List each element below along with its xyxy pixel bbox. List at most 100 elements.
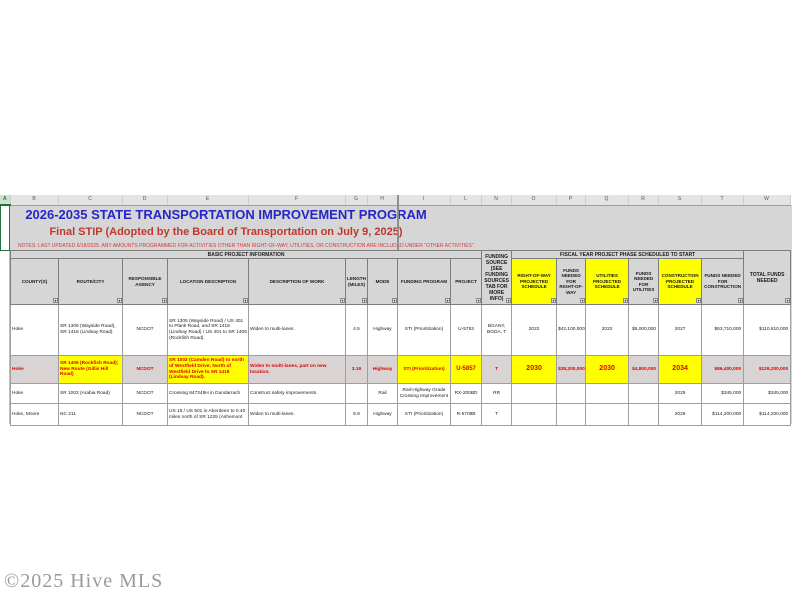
header-funding-source[interactable]: FUNDING SOURCE (SEE FUNDING SOURCES TAB …	[481, 250, 513, 305]
cell-mode[interactable]: Highway	[367, 403, 398, 426]
cell-utilities-schedule[interactable]: 2022	[585, 304, 630, 356]
header-construction-projected-schedule[interactable]: CONSTRUCTION PROJECTED SCHEDULE ▾	[658, 258, 703, 305]
cell-work[interactable]: Widen to multi-lanes.	[248, 403, 346, 426]
cell-utilities-funds[interactable]	[628, 403, 660, 426]
cell-funding-program[interactable]: Rail-Highway Grade Crossing Improvement	[397, 383, 451, 404]
header-row-projected-schedule[interactable]: RIGHT-OF-WAY PROJECTED SCHEDULE ▾	[511, 258, 558, 305]
column-letter-A[interactable]: A	[0, 195, 11, 206]
cell-location[interactable]: SR 1003 (Camden Road) to north of Westfi…	[167, 355, 249, 384]
column-letter-P[interactable]: P	[556, 195, 586, 206]
cell-utilities-schedule[interactable]	[585, 383, 630, 404]
header-length-miles[interactable]: LENGTH (MILES) ▾	[345, 258, 368, 305]
cell-mode[interactable]: Highway	[367, 304, 398, 356]
cell-location[interactable]: US 15 / US 501 in Aberdeen to 0.40 miles…	[167, 403, 249, 426]
column-letter-Q[interactable]: Q	[585, 195, 629, 206]
filter-dropdown-icon[interactable]: ▾	[243, 298, 248, 303]
cell-total-funds[interactable]: $110,810,000	[743, 304, 792, 356]
cell-route[interactable]: NC 211	[58, 403, 123, 426]
column-letter-O[interactable]: O	[511, 195, 557, 206]
cell-total-funds[interactable]: $129,200,000	[743, 355, 792, 384]
header-funding-program[interactable]: FUNDING PROGRAM ▾	[397, 258, 451, 305]
filter-dropdown-icon[interactable]: ▾	[362, 298, 367, 303]
header-route-city[interactable]: ROUTE/CITY ▾	[58, 258, 123, 305]
cell-utilities-schedule[interactable]	[585, 403, 630, 426]
column-letter-I[interactable]: I	[397, 195, 451, 206]
cell-county[interactable]: Hoke, Moore	[10, 403, 59, 426]
column-letter-G[interactable]: G	[345, 195, 368, 206]
column-letter-B[interactable]: B	[10, 195, 59, 206]
cell-county[interactable]: Hoke	[10, 383, 59, 404]
column-letter-L[interactable]: L	[450, 195, 482, 206]
filter-dropdown-icon[interactable]: ▾	[653, 298, 658, 303]
cell-row-funds[interactable]: $42,100,000	[556, 304, 587, 356]
filter-dropdown-icon[interactable]: ▾	[445, 298, 450, 303]
cell-length[interactable]: 4.5	[345, 304, 368, 356]
filter-dropdown-icon[interactable]: ▾	[551, 298, 556, 303]
header-funds-needed-construction[interactable]: FUNDS NEEDED FOR CONSTRUCTION ▾	[701, 258, 745, 305]
cell-county[interactable]: Hoke	[10, 355, 59, 384]
filter-dropdown-icon[interactable]: ▾	[162, 298, 167, 303]
column-letter-D[interactable]: D	[122, 195, 168, 206]
cell-agency[interactable]: NCDOT	[122, 383, 168, 404]
column-letter-W[interactable]: W	[743, 195, 791, 206]
cell-funding-program[interactable]: STI (Prioritization)	[397, 403, 451, 426]
cell-funding-program[interactable]: STI (Prioritization)	[397, 304, 451, 356]
cell-length[interactable]: 3.19	[345, 355, 368, 384]
column-letter-H[interactable]: H	[367, 195, 398, 206]
cell-construction-schedule[interactable]: 2029	[658, 403, 703, 426]
header-project[interactable]: PROJECT ▾	[449, 258, 483, 305]
filter-dropdown-icon[interactable]: ▾	[580, 298, 585, 303]
cell-length[interactable]: 5.9	[345, 403, 368, 426]
column-letter-S[interactable]: S	[658, 195, 702, 206]
cell-row-funds[interactable]: $38,200,000	[556, 355, 587, 384]
cell-row-funds[interactable]	[556, 403, 587, 426]
column-letter-T[interactable]: T	[701, 195, 744, 206]
filter-dropdown-icon[interactable]: ▾	[506, 298, 511, 303]
cell-utilities-funds[interactable]: $5,000,000	[628, 304, 660, 356]
cell-agency[interactable]: NCDOT	[122, 355, 168, 384]
cell-construction-funds[interactable]: $63,710,000	[701, 304, 745, 356]
cell-mode[interactable]: Rail	[367, 383, 398, 404]
cell-funding-source[interactable]: T	[481, 403, 513, 426]
cell-construction-schedule[interactable]: 2027	[658, 304, 703, 356]
cell-construction-funds[interactable]: $86,400,000	[701, 355, 745, 384]
cell-utilities-funds[interactable]	[628, 383, 660, 404]
cell-row-funds[interactable]	[556, 383, 587, 404]
column-letter-R[interactable]: R	[628, 195, 659, 206]
cell-project[interactable]: RX-200BD	[449, 383, 483, 404]
cell-route[interactable]: SR 1003 (Arabia Road)	[58, 383, 123, 404]
cell-agency[interactable]: NCDOT	[122, 304, 168, 356]
cell-funding-source[interactable]: RR	[481, 383, 513, 404]
column-letter-E[interactable]: E	[167, 195, 249, 206]
filter-dropdown-icon[interactable]: ▾	[623, 298, 628, 303]
cell-funding-program[interactable]: STI (Prioritization)	[397, 355, 451, 384]
filter-dropdown-icon[interactable]: ▾	[785, 298, 790, 303]
cell-total-funds[interactable]: $114,200,000	[743, 403, 792, 426]
header-responsible-agency[interactable]: RESPONSIBLE AGENCY ▾	[122, 258, 168, 305]
cell-row-schedule[interactable]	[511, 403, 558, 426]
cell-agency[interactable]: NCDOT	[122, 403, 168, 426]
filter-dropdown-icon[interactable]: ▾	[53, 298, 58, 303]
cell-funding-source[interactable]: BGANY, BGDA, T	[481, 304, 513, 356]
column-a-empty[interactable]	[0, 205, 10, 424]
cell-funding-source[interactable]: T	[481, 355, 513, 384]
header-location-description[interactable]: LOCATION DESCRIPTION ▾	[167, 258, 249, 305]
header-county[interactable]: COUNTY(S) ▾	[10, 258, 59, 305]
cell-utilities-schedule[interactable]: 2030	[585, 355, 630, 384]
cell-project[interactable]: U-5753	[449, 304, 483, 356]
header-total-funds-needed[interactable]: TOTAL FUNDS NEEDED ▾	[743, 250, 792, 305]
filter-dropdown-icon[interactable]: ▾	[117, 298, 122, 303]
cell-construction-schedule[interactable]: 2034	[658, 355, 703, 384]
cell-work[interactable]: Construct safety improvements.	[248, 383, 346, 404]
filter-dropdown-icon[interactable]: ▾	[392, 298, 397, 303]
cell-county[interactable]: Hoke	[10, 304, 59, 356]
header-utilities-projected-schedule[interactable]: UTILITIES PROJECTED SCHEDULE ▾	[585, 258, 630, 305]
filter-dropdown-icon[interactable]: ▾	[696, 298, 701, 303]
cell-project[interactable]: R-5709B	[449, 403, 483, 426]
cell-construction-funds[interactable]: $114,200,000	[701, 403, 745, 426]
filter-dropdown-icon[interactable]: ▾	[340, 298, 345, 303]
column-letter-C[interactable]: C	[58, 195, 123, 206]
cell-work[interactable]: Widen to multi-lanes, part on new locati…	[248, 355, 346, 384]
cell-utilities-funds[interactable]: $4,800,000	[628, 355, 660, 384]
cell-row-schedule[interactable]: 2022	[511, 304, 558, 356]
